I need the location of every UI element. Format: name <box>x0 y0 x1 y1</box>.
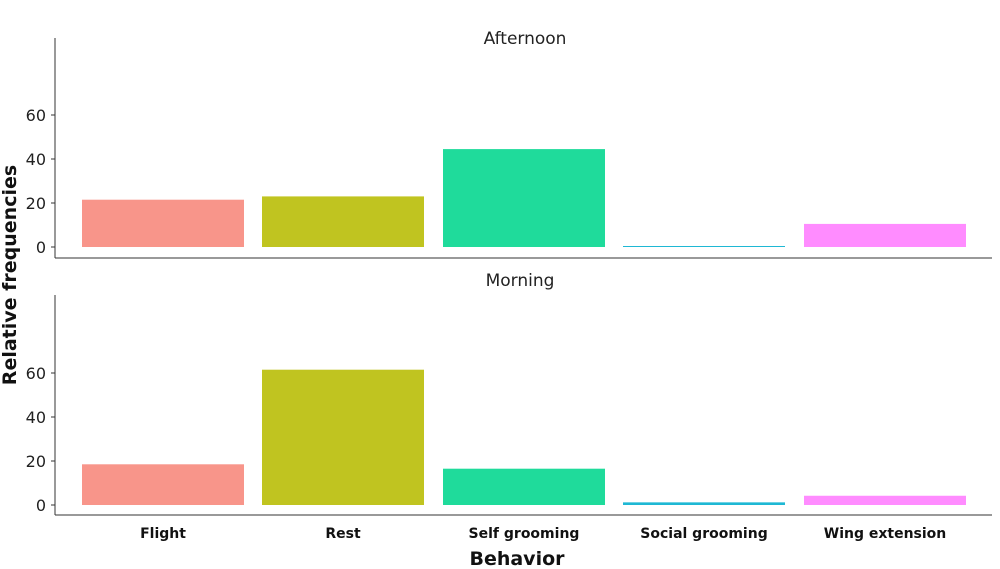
x-tick-label-self-grooming: Self grooming <box>469 526 580 542</box>
x-tick-label-wing-extension: Wing extension <box>824 526 947 542</box>
x-tick-label-flight: Flight <box>140 526 186 542</box>
x-tick-label-social-grooming: Social grooming <box>640 526 767 542</box>
y-tick-label-afternoon-20: 20 <box>26 194 46 213</box>
bar-morning-social-grooming <box>623 502 785 505</box>
bars-afternoon <box>82 149 966 247</box>
x-tick-label-rest: Rest <box>325 526 361 542</box>
y-ticks-morning: 0 20 40 60 <box>26 364 55 515</box>
bar-morning-flight <box>82 464 244 505</box>
bar-afternoon-social-grooming <box>623 246 785 247</box>
y-tick-label-morning-20: 20 <box>26 452 46 471</box>
y-tick-label-morning-60: 60 <box>26 364 46 383</box>
y-tick-label-afternoon-0: 0 <box>36 238 46 257</box>
panel-title-morning: Morning <box>486 271 555 291</box>
bar-morning-wing-extension <box>804 495 966 505</box>
bar-morning-rest <box>262 369 424 505</box>
bar-afternoon-flight <box>82 199 244 247</box>
x-axis-title: Behavior <box>469 548 565 569</box>
y-tick-label-afternoon-60: 60 <box>26 106 46 125</box>
y-tick-label-afternoon-40: 40 <box>26 150 46 169</box>
bar-afternoon-rest <box>262 196 424 247</box>
y-ticks-afternoon: 0 20 40 60 <box>26 106 55 257</box>
bar-morning-self-grooming <box>443 468 605 505</box>
y-tick-label-morning-40: 40 <box>26 408 46 427</box>
panel-afternoon: Afternoon 0 20 40 60 <box>26 29 992 259</box>
bars-morning <box>82 369 966 505</box>
bar-afternoon-self-grooming <box>443 149 605 247</box>
bar-afternoon-wing-extension <box>804 223 966 247</box>
y-axis-title: Relative frequencies <box>0 165 21 385</box>
panel-title-afternoon: Afternoon <box>484 29 567 49</box>
y-tick-label-morning-0: 0 <box>36 496 46 515</box>
panel-morning: Morning 0 20 40 60 <box>26 271 992 516</box>
x-tick-labels: Flight Rest Self grooming Social grooming Wi… <box>140 526 946 542</box>
